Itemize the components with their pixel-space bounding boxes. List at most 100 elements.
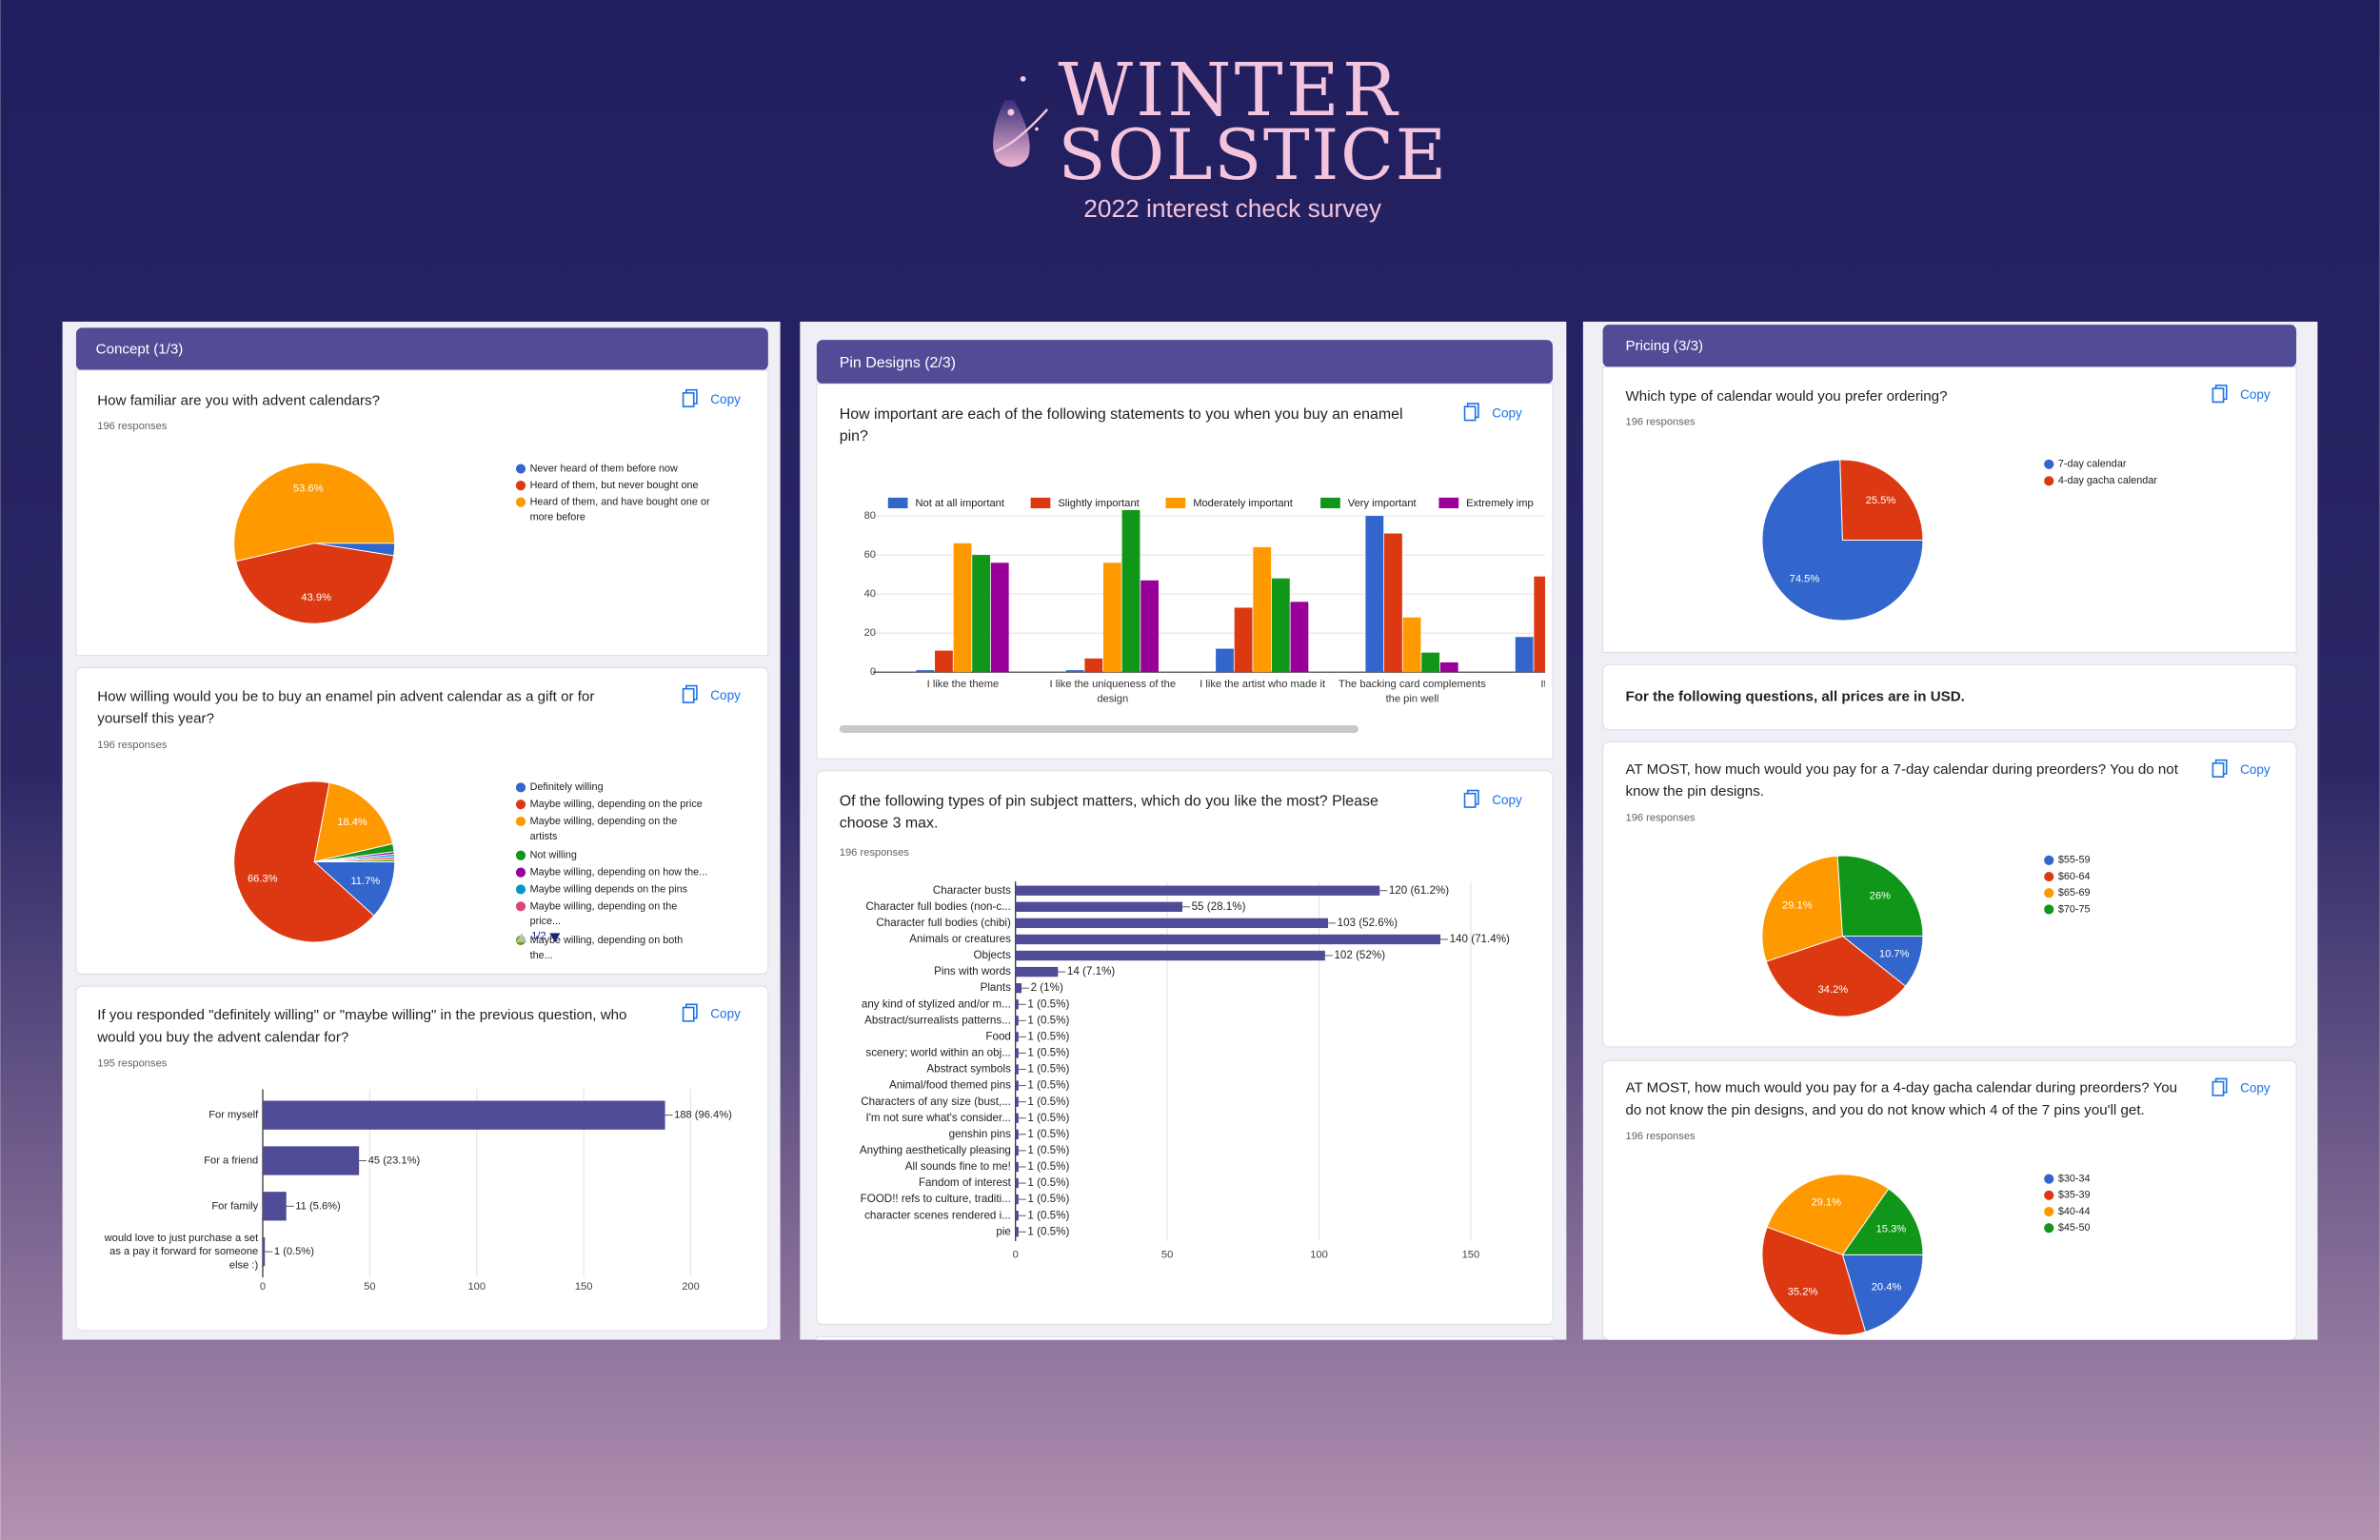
- copy-icon: [1463, 792, 1477, 808]
- y-tick-label: genshin pins: [949, 1128, 1011, 1140]
- title-line: WINTER: [1058, 49, 1399, 133]
- responses: 196 responses: [1626, 812, 1696, 823]
- pager-down[interactable]: [549, 933, 561, 942]
- scrollbar[interactable]: [839, 724, 1359, 733]
- bar: [1015, 885, 1380, 896]
- copy-button[interactable]: Copy: [2211, 385, 2271, 404]
- responses: 196 responses: [840, 847, 910, 859]
- value-label: 140 (71.4%): [1450, 933, 1510, 945]
- legend-swatch: [515, 901, 526, 912]
- legend-label: Definitely willing: [530, 781, 604, 793]
- y-tick-label: pie: [996, 1225, 1011, 1237]
- x-tick-label: It's not to: [1540, 679, 1583, 690]
- bar: [263, 1192, 287, 1221]
- value-label: 1 (0.5%): [1027, 1144, 1069, 1156]
- bar: [1015, 999, 1019, 1010]
- bar: [1015, 1113, 1019, 1123]
- legend-label: Never heard of them before now: [530, 463, 678, 474]
- slice-label: 11.7%: [350, 876, 380, 887]
- legend-label: $40-44: [2058, 1206, 2091, 1217]
- panel-header: [816, 340, 1553, 385]
- y-tick-label: I'm not sure what's consider...: [865, 1112, 1010, 1124]
- note: For the following questions, all prices …: [1626, 688, 1965, 704]
- pie-slice: [1836, 855, 1924, 938]
- bar: [1216, 648, 1234, 673]
- legend-label: $45-50: [2058, 1222, 2091, 1234]
- pager-up[interactable]: [516, 933, 527, 942]
- value-label: 1 (0.5%): [1027, 1193, 1069, 1205]
- copy-button[interactable]: Copy: [2211, 759, 2271, 778]
- legend-label: Maybe willing, depending on both the...: [530, 935, 684, 961]
- legend-swatch: [1030, 497, 1051, 509]
- value-label: 1 (0.5%): [1027, 1047, 1069, 1059]
- legend-swatch: [515, 867, 526, 878]
- value-label: 1 (0.5%): [1027, 1225, 1069, 1237]
- bar: [1015, 918, 1329, 929]
- legend-label: 7-day calendar: [2058, 459, 2127, 470]
- legend-label: Maybe willing, depending on the artists: [530, 816, 678, 842]
- pie-slice: [1761, 855, 1843, 962]
- panel-title: Pricing (3/3): [1626, 338, 1704, 354]
- responses: 196 responses: [1626, 1131, 1696, 1142]
- bar: [1253, 546, 1272, 673]
- y-tick-label: 60: [864, 549, 876, 561]
- y-tick-label: For myself: [208, 1110, 259, 1121]
- pie-slice: [1761, 459, 1924, 622]
- y-tick-label: would love to just purchase a set as a pa…: [104, 1233, 260, 1272]
- legend-swatch: [515, 800, 526, 810]
- copy-icon: [682, 1006, 695, 1022]
- legend-swatch: [2044, 476, 2054, 486]
- slice-label: 53.6%: [293, 484, 324, 495]
- slice-label: 43.9%: [301, 592, 331, 603]
- copy-button[interactable]: Copy: [682, 684, 742, 703]
- card: [816, 770, 1554, 1326]
- y-tick-label: Objects: [973, 949, 1011, 961]
- y-tick-label: For a friend: [204, 1155, 258, 1166]
- y-tick-label: Anything aesthetically pleasing: [860, 1144, 1011, 1156]
- legend-label: $30-34: [2058, 1173, 2091, 1184]
- bar: [935, 650, 953, 673]
- value-label: 1 (0.5%): [1027, 997, 1069, 1010]
- copy-button[interactable]: Copy: [1463, 789, 1523, 808]
- bar: [1015, 1064, 1019, 1075]
- y-tick-label: Plants: [981, 981, 1011, 994]
- bar: [263, 1146, 360, 1175]
- x-tick-label: 100: [467, 1281, 486, 1293]
- bar: [1015, 934, 1441, 945]
- legend-swatch: [515, 481, 526, 491]
- legend-swatch: [515, 884, 526, 895]
- copy-button[interactable]: Copy: [682, 388, 742, 408]
- copy-button[interactable]: Copy: [682, 1003, 742, 1022]
- bar: [1015, 1145, 1019, 1156]
- copy-icon: [1463, 405, 1477, 422]
- y-tick-label: 80: [864, 510, 876, 522]
- copy-label: Copy: [710, 1007, 741, 1021]
- slice-label: 18.4%: [337, 817, 367, 828]
- question: Of the following types of pin subject ma…: [840, 793, 1378, 831]
- bar: [1015, 1096, 1019, 1107]
- y-tick-label: Character full bodies (chibi): [876, 917, 1011, 929]
- y-tick-label: Animals or creatures: [909, 933, 1011, 945]
- legend-swatch: [2044, 904, 2054, 915]
- legend-swatch: [2044, 1174, 2054, 1184]
- bar: [1015, 1048, 1019, 1058]
- y-tick-label: 40: [864, 588, 876, 600]
- x-tick-label: 50: [364, 1281, 375, 1293]
- bar: [1015, 982, 1022, 994]
- bar: [1015, 901, 1183, 912]
- card: [1602, 366, 2297, 653]
- value-label: 1 (0.5%): [1027, 1209, 1069, 1221]
- bar: [263, 1236, 266, 1267]
- legend-swatch: [2044, 1223, 2054, 1234]
- pie-slice: [312, 860, 396, 917]
- legend-swatch: [2044, 1190, 2054, 1200]
- card: [1602, 663, 2297, 731]
- legend-label: Extremely imp: [1466, 498, 1534, 509]
- y-tick-label: 20: [864, 627, 876, 639]
- value-label: 1 (0.5%): [1027, 1128, 1069, 1140]
- slice-label: 25.5%: [1866, 495, 1896, 506]
- copy-button[interactable]: Copy: [1463, 403, 1523, 422]
- copy-label: Copy: [2240, 387, 2271, 402]
- copy-button[interactable]: Copy: [2211, 1077, 2271, 1096]
- legend-swatch: [515, 782, 526, 793]
